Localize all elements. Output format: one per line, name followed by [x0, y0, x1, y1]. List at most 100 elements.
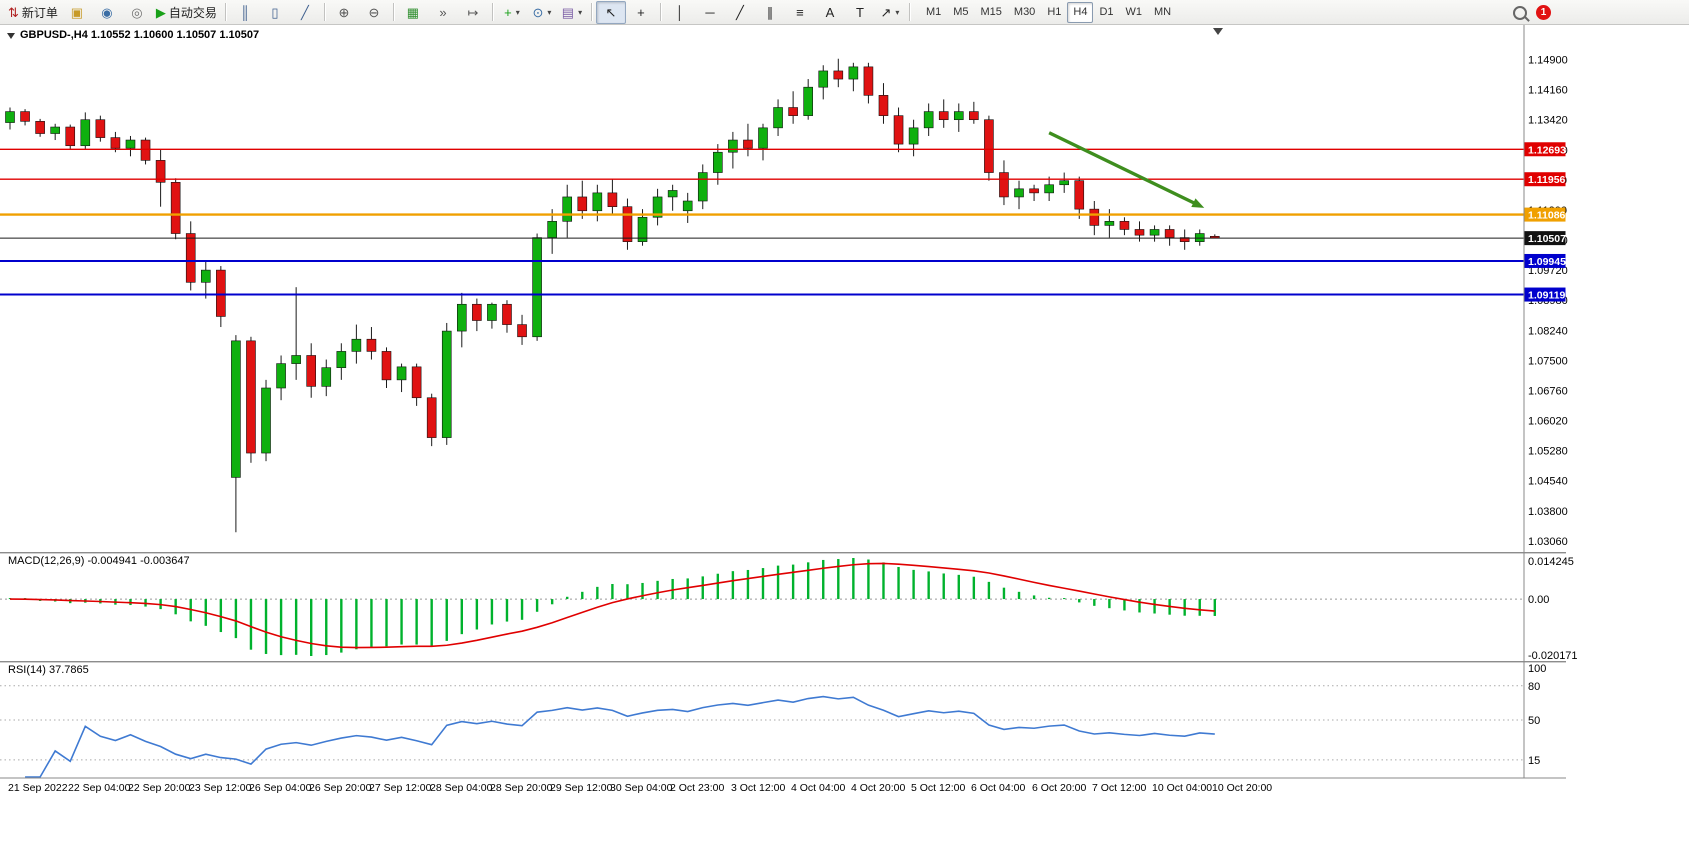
label-tool-button[interactable]: T: [845, 1, 875, 24]
price-level-badge-label: 1.11086: [1528, 210, 1566, 222]
time-tick-label: 5 Oct 12:00: [911, 782, 965, 794]
auto-scroll-icon: »: [439, 4, 447, 20]
toolbar-separator: [659, 3, 661, 21]
dropdown-caret-icon: ▾: [578, 7, 583, 17]
chart-window[interactable]: 1.149001.141601.134201.126801.119401.112…: [0, 25, 1689, 858]
timeframe-m30[interactable]: M30: [1013, 6, 1036, 18]
cursor-tool-button[interactable]: ↖: [595, 0, 626, 24]
timeframe-m5[interactable]: M5: [953, 6, 969, 18]
trend-arrow-object[interactable]: [1048, 131, 1199, 207]
price-level-badge: [1524, 172, 1566, 187]
time-tick-label: 6 Oct 04:00: [971, 782, 1025, 794]
time-tick-label: 22 Sep 04:00: [68, 782, 131, 794]
vertical-line-tool-button[interactable]: │: [665, 1, 695, 24]
template-selector-button[interactable]: ▤ ▾: [557, 1, 587, 24]
price-level-badge-label: 1.09945: [1528, 256, 1566, 268]
period-selector-button[interactable]: ⊙ ▾: [527, 1, 557, 24]
horizontal-line-tool-icon: ─: [705, 4, 715, 20]
meta-editor-icon: ▣: [70, 4, 84, 20]
navigator-button[interactable]: ◎: [122, 1, 152, 24]
price-tick-label: 1.08240: [1528, 325, 1568, 337]
toolbar-right-group: 1: [1513, 0, 1551, 25]
toolbar-separator: [224, 3, 226, 21]
line-chart-icon: ╱: [301, 4, 309, 20]
price-chart-canvas[interactable]: 1.149001.141601.134201.126801.119401.112…: [0, 25, 1689, 858]
trendline-tool-button[interactable]: ╱: [725, 1, 755, 24]
timeframe-w1[interactable]: W1: [1125, 6, 1143, 18]
market-watch-icon: ◉: [101, 4, 113, 20]
macd-scale-label: 0.014245: [1528, 556, 1574, 568]
text-tool-button[interactable]: A: [815, 1, 845, 24]
toolbar-separator: [590, 3, 592, 21]
price-level-badge: [1524, 253, 1566, 268]
trend-arrow-head: [1191, 198, 1205, 208]
template-selector-icon: ▤: [561, 4, 575, 20]
market-watch-button[interactable]: ◉: [92, 1, 122, 24]
new-chart-icon: +: [504, 4, 512, 20]
rsi-scale-label: 100: [1528, 663, 1546, 675]
symbol-marker-icon: [7, 33, 15, 39]
price-tick-label: 1.03060: [1528, 536, 1568, 548]
price-tick-label: 1.06760: [1528, 385, 1568, 397]
zoom-in-icon: ⊕: [338, 4, 350, 20]
navigator-icon: ◎: [131, 4, 143, 20]
period-selector-icon: ⊙: [532, 4, 544, 20]
tile-windows-button[interactable]: ▦: [398, 1, 428, 24]
label-tool-icon: T: [855, 4, 864, 20]
arrows-tool-icon: ↗: [880, 4, 892, 20]
timeframe-group: M1 M5 M15 M30 H1 H4 D1 W1 MN: [920, 1, 1177, 23]
time-tick-label: 29 Sep 12:00: [550, 782, 613, 794]
chart-shift-button[interactable]: ↦: [458, 1, 488, 24]
search-icon[interactable]: [1513, 5, 1527, 20]
crosshair-tool-icon: +: [637, 4, 645, 20]
toolbar-separator: [392, 3, 394, 21]
line-chart-button[interactable]: ╱: [290, 1, 320, 24]
price-tick-label: 1.14160: [1528, 85, 1568, 97]
zoom-out-button[interactable]: ⊖: [359, 1, 389, 24]
time-tick-label: 26 Sep 04:00: [249, 782, 312, 794]
zoom-in-button[interactable]: ⊕: [329, 1, 359, 24]
timeframe-d1[interactable]: D1: [1099, 6, 1114, 18]
timeframe-h4[interactable]: H4: [1067, 1, 1094, 23]
dropdown-caret-icon: ▾: [895, 7, 900, 17]
zoom-out-icon: ⊖: [368, 4, 380, 20]
channel-tool-button[interactable]: ∥: [755, 1, 785, 24]
arrows-tool-button[interactable]: ↗ ▾: [875, 1, 905, 24]
auto-trading-button[interactable]: ▶ 自动交易: [152, 1, 221, 24]
auto-trading-icon: ▶: [155, 4, 166, 20]
meta-editor-button[interactable]: ▣: [62, 1, 92, 24]
price-tick-label: 1.04540: [1528, 476, 1568, 488]
vertical-line-tool-icon: │: [675, 4, 684, 20]
time-tick-label: 10 Oct 20:00: [1212, 782, 1272, 794]
new-order-button[interactable]: ⇅ 新订单: [4, 1, 62, 24]
price-tick-label: 1.13420: [1528, 115, 1568, 127]
timeframe-h1[interactable]: H1: [1047, 6, 1062, 18]
dropdown-caret-icon: ▾: [547, 7, 552, 17]
fibonacci-tool-button[interactable]: ≡: [785, 1, 815, 24]
notification-badge[interactable]: 1: [1536, 5, 1551, 20]
time-tick-label: 30 Sep 04:00: [610, 782, 673, 794]
candle-chart-button[interactable]: ▯: [260, 1, 290, 24]
toolbar: ⇅ 新订单 ▣ ◉ ◎ ▶ 自动交易 ║ ▯ ╱ ⊕ ⊖ ▦» ↦ + ▾ ⊙ ▾ ▤ ▾ ↖ + │ ─ ╱ ∥ ≡ A T ↗ ▾ M1 M…: [0, 0, 1689, 25]
price-level-badge: [1524, 207, 1566, 222]
text-tool-icon: A: [825, 4, 835, 20]
timeframe-mn[interactable]: MN: [1154, 6, 1172, 18]
price-level-badge: [1524, 287, 1566, 302]
panel-separator[interactable]: [0, 661, 1566, 663]
rsi-scale-label: 80: [1528, 681, 1540, 693]
crosshair-tool-button[interactable]: +: [626, 1, 656, 24]
timeframe-m15[interactable]: M15: [980, 6, 1002, 18]
bar-chart-button[interactable]: ║: [230, 1, 260, 24]
chart-symbol-title: GBPUSD-,H4 1.10552 1.10600 1.10507 1.105…: [20, 29, 260, 41]
timeframe-m1[interactable]: M1: [925, 6, 942, 18]
new-chart-button[interactable]: + ▾: [497, 1, 527, 24]
macd-signal-line: [9, 562, 1215, 649]
time-tick-label: 7 Oct 12:00: [1092, 782, 1146, 794]
chart-shift-marker-icon[interactable]: [1213, 28, 1223, 35]
horizontal-line-tool-button[interactable]: ─: [695, 1, 725, 24]
auto-scroll-button[interactable]: »: [428, 1, 458, 24]
time-tick-label: 2 Oct 23:00: [670, 782, 724, 794]
price-level-badge-label: 1.12693: [1528, 144, 1566, 156]
price-tick-label: 1.07500: [1528, 355, 1568, 367]
panel-separator[interactable]: [0, 552, 1566, 554]
